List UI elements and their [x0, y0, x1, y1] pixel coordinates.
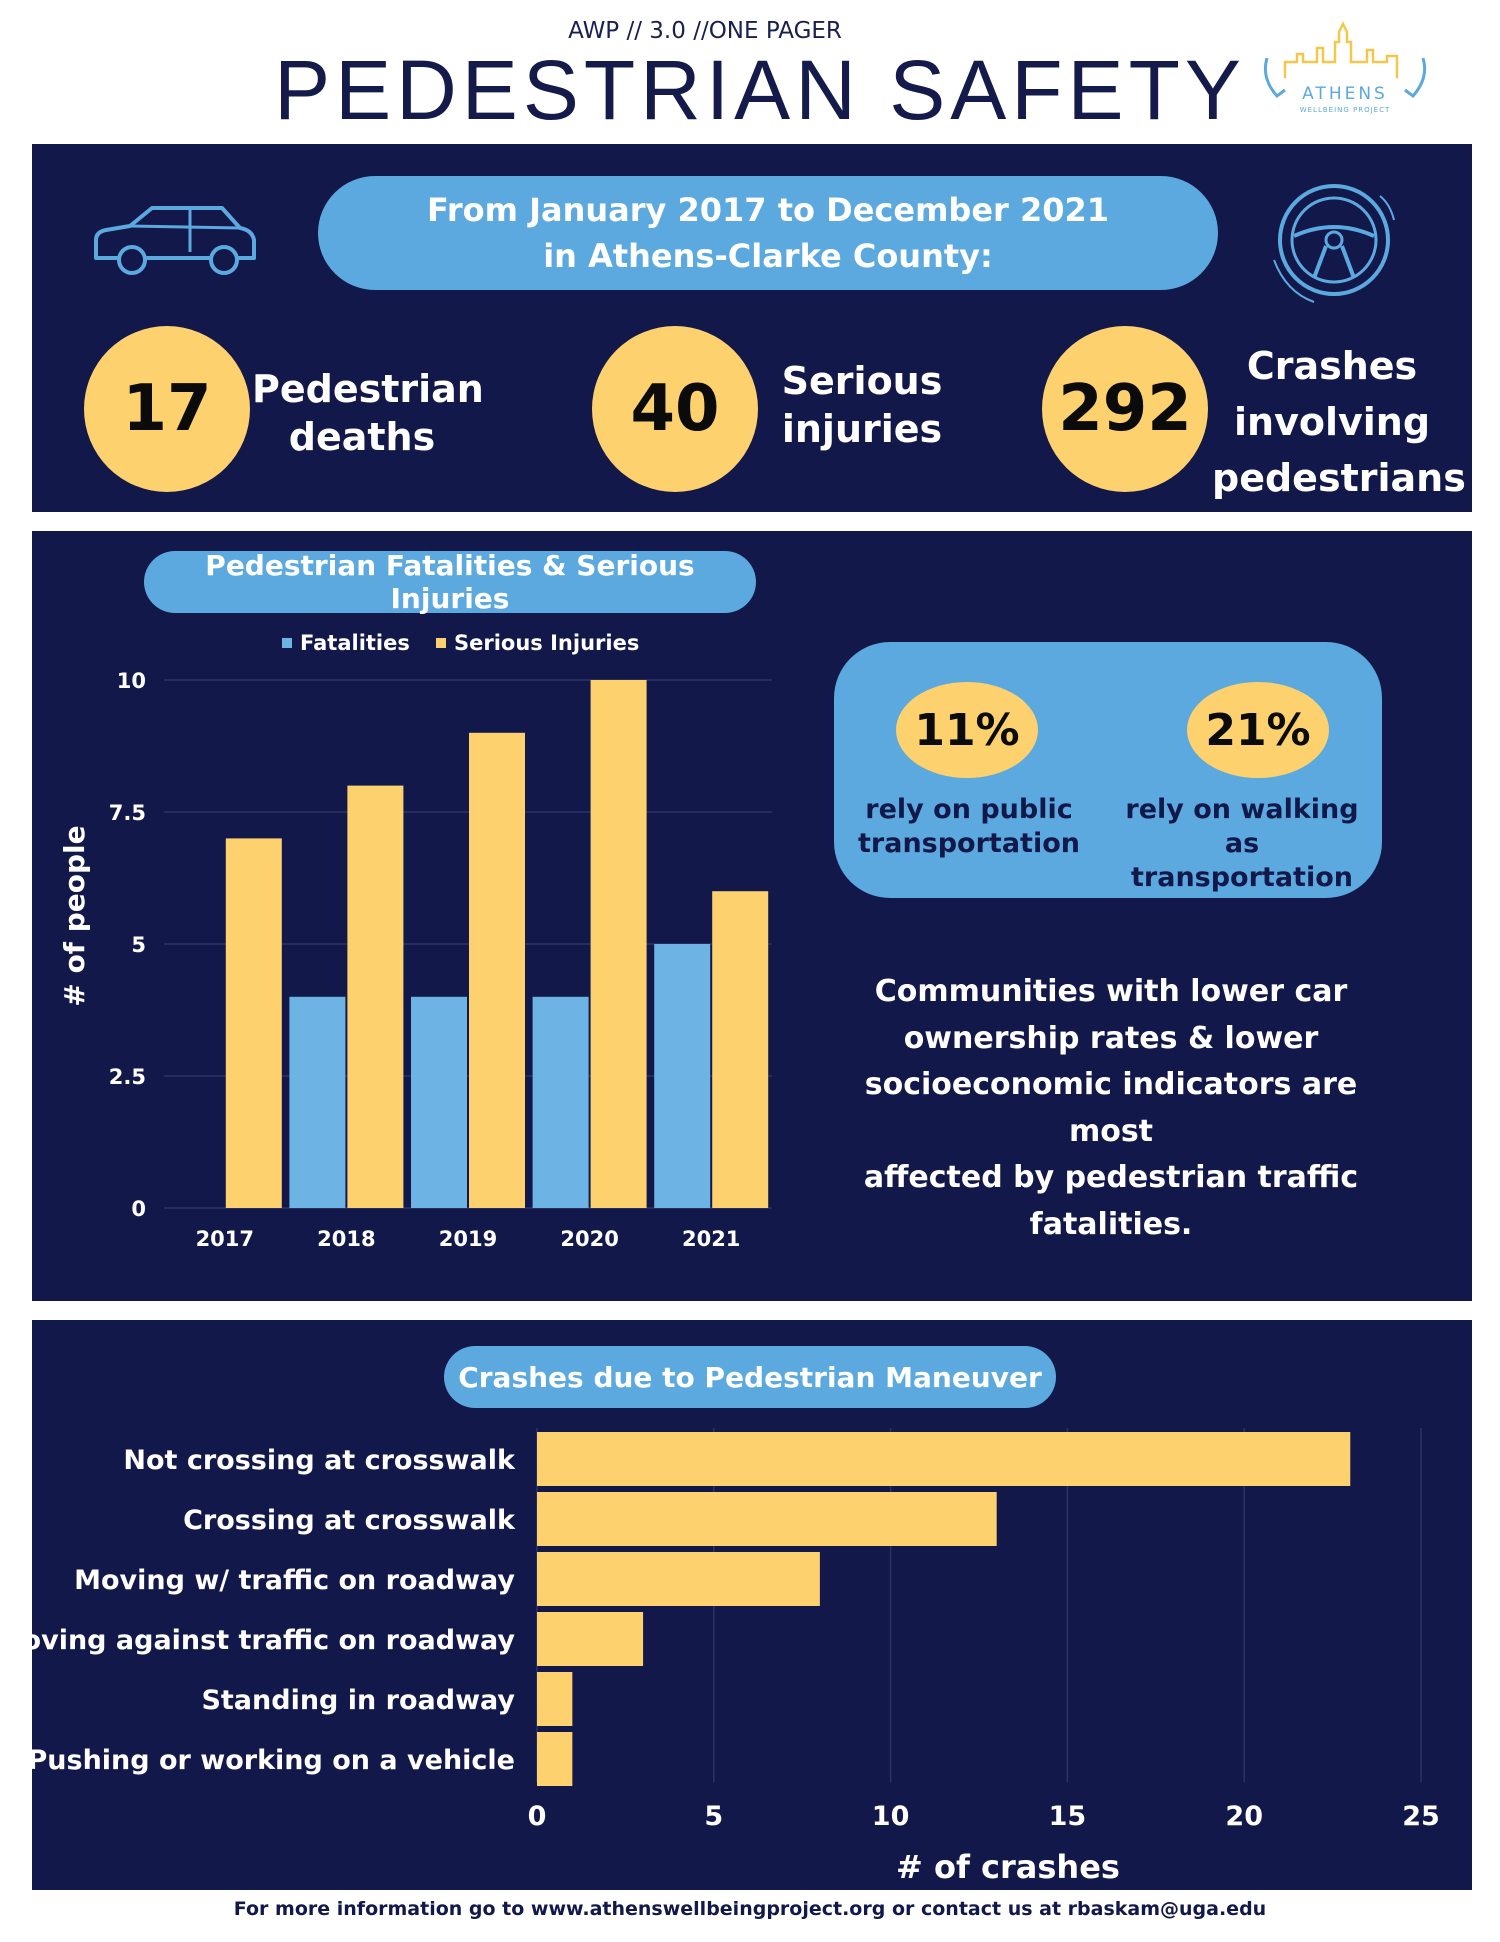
stat-deaths-value: 17: [84, 326, 250, 492]
stat-deaths-label: Pedestrian deaths: [252, 366, 484, 461]
y-tick-label: 5: [131, 933, 146, 957]
bar-fatalities-2019: [411, 996, 467, 1208]
stat-crashes-label: Crashes involving pedestrians: [1212, 338, 1466, 507]
community-note-line-2: ownership rates & lower: [903, 1020, 1319, 1056]
stat-crashes-label-line-3: pedestrians: [1212, 456, 1466, 501]
y-tick-label: 10: [117, 669, 146, 693]
bar-serious-injuries-2018: [347, 785, 404, 1208]
x-tick-label: 2017: [196, 1227, 254, 1251]
bar-serious-injuries-2020: [590, 680, 647, 1208]
stat-deaths-label-line-2: deaths: [288, 414, 436, 459]
community-note-line-5: fatalities.: [1029, 1206, 1193, 1242]
stat-injuries-label-line-2: injuries: [781, 406, 943, 451]
maneuver-panel: Crashes due to Pedestrian Maneuver 0 5 10 1…: [32, 1320, 1472, 1890]
period-banner: From January 2017 to December 2021 in At…: [318, 176, 1218, 290]
x-tick-label: 5: [704, 1801, 723, 1832]
car-icon: [94, 206, 256, 275]
athens-logo: ATHENS WELLBEING PROJECT: [1255, 18, 1435, 118]
community-note-line-1: Communities with lower car: [874, 974, 1348, 1009]
stat-deaths-label-line-1: Pedestrian: [252, 367, 484, 411]
x-tick-label: 15: [1049, 1801, 1087, 1832]
period-line-1: From January 2017 to December 2021: [427, 190, 1109, 229]
y-axis-label: # of people: [58, 825, 91, 1006]
community-note-line-3: socioeconomic indicators are most: [864, 1067, 1358, 1149]
walking-label-line-2: transportation: [1131, 861, 1353, 893]
maneuver-chart: 0 5 10 15 20 25 Not crossing at crosswalk Cross…: [32, 1428, 1440, 1886]
fatalities-panel: Pedestrian Fatalities & Serious Injuries…: [32, 531, 1472, 1301]
category-label: Pushing or working on a vehicle: [32, 1745, 515, 1776]
stat-crashes-label-line-2: involving: [1233, 400, 1431, 445]
bar-fatalities-2018: [289, 996, 346, 1208]
bar-serious-injuries-2017: [225, 838, 282, 1208]
y-tick-label: 2.5: [109, 1065, 146, 1089]
logo-text: ATHENS: [1302, 84, 1388, 104]
y-tick-label: 7.5: [109, 801, 146, 825]
stat-injuries-label-line-1: Serious: [781, 359, 943, 403]
bar-maneuver: [537, 1612, 644, 1666]
community-note-line-4: affected by pedestrian traffic: [863, 1160, 1359, 1195]
bar-maneuver: [537, 1432, 1351, 1486]
category-label: Standing in roadway: [201, 1685, 515, 1716]
public-transport-label: rely on public transportation: [854, 793, 1084, 861]
stat-injuries-label: Serious injuries: [762, 358, 962, 453]
bar-maneuver: [537, 1492, 997, 1546]
maneuver-chart-title: Crashes due to Pedestrian Maneuver: [444, 1346, 1056, 1408]
x-tick-label: 2018: [317, 1227, 375, 1251]
bar-serious-injuries-2021: [712, 891, 769, 1208]
footer-text: For more information go to www.athenswel…: [233, 1898, 1267, 1920]
category-label: Moving w/ traffic on roadway: [74, 1565, 515, 1596]
x-axis-label: # of crashes: [896, 1848, 1120, 1886]
x-tick-label: 10: [872, 1801, 910, 1832]
x-tick-label: 25: [1402, 1801, 1440, 1832]
x-tick-label: 20: [1225, 1801, 1263, 1832]
summary-panel: From January 2017 to December 2021 in At…: [32, 144, 1472, 512]
bar-maneuver: [537, 1672, 573, 1726]
bar-serious-injuries-2019: [469, 732, 525, 1208]
stat-injuries-value: 40: [592, 326, 758, 492]
bar-maneuver: [537, 1552, 820, 1606]
walking-label-line-1: rely on walking as: [1125, 794, 1359, 859]
legend-label: Fatalities: [300, 631, 410, 655]
public-transport-label-line-2: transportation: [858, 827, 1080, 859]
walking-value: 21%: [1187, 682, 1329, 778]
legend-label: Serious Injuries: [454, 631, 639, 655]
public-transport-value: 11%: [896, 682, 1038, 778]
kicker: AWP // 3.0 //ONE PAGER: [568, 18, 842, 44]
bar-fatalities-2020: [532, 996, 589, 1208]
period-line-2: in Athens-Clarke County:: [543, 237, 993, 275]
bar-maneuver: [537, 1732, 573, 1786]
y-tick-label: 0: [131, 1197, 146, 1221]
bar-fatalities-2021: [654, 944, 711, 1208]
fatalities-chart: 0 2.5 5 7.5 10 2017 2018 2019 2020 2021 Fatalitie…: [58, 631, 772, 1251]
category-label: Crossing at crosswalk: [183, 1505, 516, 1536]
category-label: Not crossing at crosswalk: [123, 1445, 516, 1476]
x-tick-label: 2020: [560, 1227, 618, 1251]
x-tick-label: 2019: [439, 1227, 497, 1251]
walking-label: rely on walking as transportation: [1112, 793, 1372, 894]
legend-swatch: [436, 638, 446, 648]
skyline-icon: [1263, 21, 1427, 99]
x-tick-label: 0: [528, 1801, 547, 1832]
steering-wheel-icon: [1273, 184, 1395, 303]
stat-crashes-label-line-1: Crashes: [1246, 344, 1418, 388]
public-transport-label-line-1: rely on public: [865, 794, 1073, 825]
community-note: Communities with lower car ownership rat…: [832, 969, 1390, 1248]
stat-crashes-value: 292: [1042, 326, 1208, 492]
x-tick-label: 2021: [682, 1227, 740, 1251]
fatalities-chart-title: Pedestrian Fatalities & Serious Injuries: [144, 549, 756, 615]
page-title: PEDESTRIAN SAFETY: [274, 43, 1246, 137]
category-label: Moving against traffic on roadway: [32, 1625, 515, 1656]
legend-swatch: [282, 638, 292, 648]
logo-subtext: WELLBEING PROJECT: [1299, 106, 1391, 114]
